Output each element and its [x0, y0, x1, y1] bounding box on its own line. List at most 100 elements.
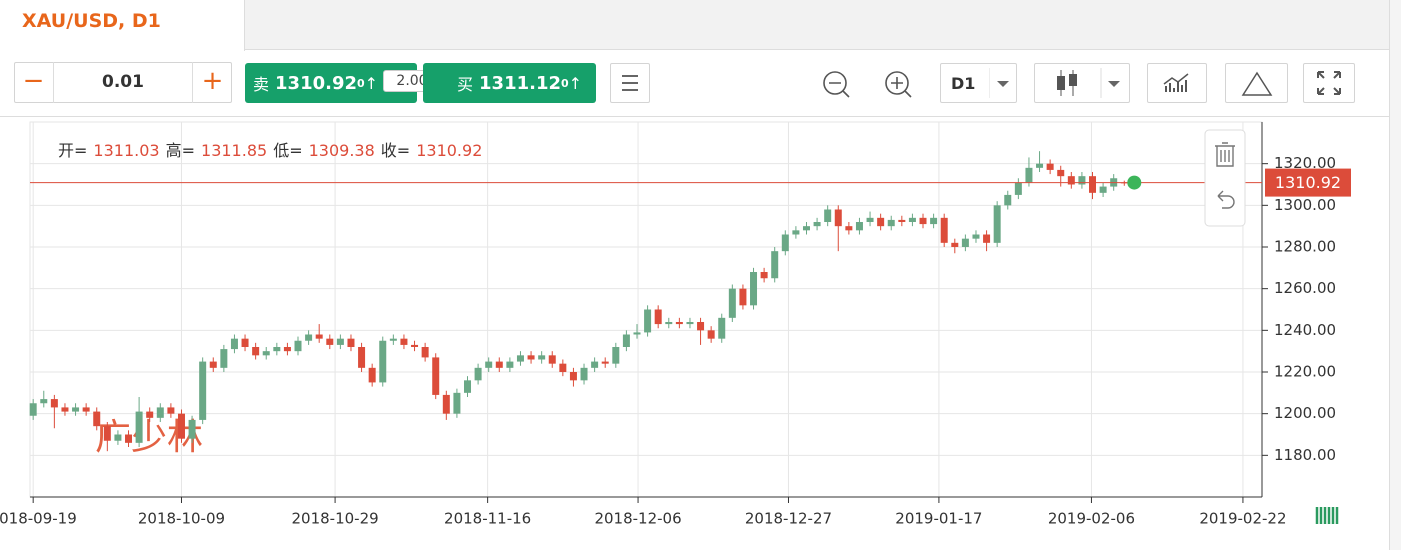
menu-button[interactable] [610, 63, 650, 103]
x-tick-label: 2019-01-17 [895, 510, 982, 528]
x-tick-label: 2018-12-27 [745, 510, 832, 528]
candle-body [834, 209, 842, 227]
candle-body [336, 338, 344, 345]
candle-body [50, 399, 58, 408]
x-tick-label: 2019-02-22 [1199, 510, 1286, 528]
candle-body [686, 322, 694, 325]
candle-body [813, 222, 821, 227]
candle-body [919, 217, 927, 225]
zoom-out[interactable] [818, 64, 858, 104]
menu-icon [622, 75, 638, 91]
sell-button[interactable]: 卖 1310.92 0 ↑ [245, 63, 417, 103]
candle-body [792, 230, 800, 235]
candle-body [644, 309, 652, 333]
candle-body [411, 344, 419, 347]
candle-body [188, 419, 196, 439]
ohlc-label: 开= [58, 141, 88, 160]
candle-body [114, 434, 122, 441]
candle-body [591, 361, 599, 368]
candle-body [961, 238, 969, 247]
candle-body [305, 334, 313, 341]
candle-body [707, 330, 715, 339]
candle-body [527, 355, 535, 360]
ohlc-label: 高= [165, 141, 196, 160]
candle-body [230, 338, 238, 350]
candle-body [358, 347, 366, 368]
divider [0, 116, 1389, 117]
fullscreen-button[interactable] [1303, 63, 1355, 103]
candle-body [972, 234, 980, 239]
minus-button[interactable]: − [14, 62, 54, 103]
candle-body [273, 347, 281, 352]
candle-body [379, 340, 387, 383]
scrollbar[interactable] [1389, 0, 1401, 550]
candle-body [940, 217, 948, 243]
y-tick-label: 1320.00 [1274, 154, 1336, 172]
chart-type-select[interactable] [1034, 63, 1130, 103]
indicator-icon [1163, 73, 1189, 92]
candle-body [400, 338, 408, 345]
candle-body [845, 226, 853, 231]
candle-body [675, 322, 683, 325]
tab[interactable]: XAU/USD, D1 [0, 0, 245, 51]
candle-body [548, 355, 556, 364]
candle-body [750, 272, 758, 306]
candle-body [898, 219, 906, 222]
y-tick-label: 1220.00 [1274, 363, 1336, 381]
candle-body [654, 309, 662, 325]
y-tick-label: 1260.00 [1274, 279, 1336, 297]
volume-icon[interactable] [1315, 507, 1339, 524]
candle-body [718, 317, 726, 339]
y-tick-label: 1300.00 [1274, 196, 1336, 214]
timeframe-select[interactable]: D1 [940, 63, 1017, 103]
candle-body [93, 411, 101, 427]
trash-icon[interactable] [1215, 142, 1235, 167]
candle-body [1014, 182, 1022, 195]
candle-body [177, 413, 185, 439]
drawing-button[interactable] [1225, 63, 1288, 103]
candle-body [167, 407, 175, 414]
candle-body [453, 392, 461, 414]
candle-body [442, 394, 450, 414]
indicator-button[interactable] [1147, 63, 1207, 103]
candle-body [760, 272, 768, 279]
candle-body [368, 367, 376, 383]
candle-body [601, 361, 609, 364]
candle-body [326, 338, 334, 345]
last-price-label: 1310.92 [1275, 173, 1341, 192]
candle-body [199, 361, 207, 420]
ohlc-value: 1310.92 [416, 141, 483, 160]
candle-body [1057, 169, 1065, 177]
candle-body [495, 361, 503, 368]
candle-body [781, 234, 789, 252]
x-tick-label: 2018-11-16 [444, 510, 531, 528]
candle-body [464, 380, 472, 393]
y-tick-label: 1180.00 [1274, 446, 1336, 464]
candle-body [877, 217, 885, 227]
candle-body [156, 407, 164, 418]
candle-body [665, 322, 673, 325]
plus-button[interactable]: + [192, 62, 232, 103]
candle-body [771, 251, 779, 279]
y-tick-label: 1200.00 [1274, 404, 1336, 422]
watermark: 广少林 [95, 417, 203, 458]
buy-button[interactable]: 买 1311.12 0 ↑ [423, 63, 596, 103]
candle-body [622, 334, 630, 347]
candle-body [908, 217, 916, 222]
undo-icon[interactable] [1217, 190, 1235, 209]
ohlc-value: 1311.03 [93, 141, 160, 160]
candle-body [739, 288, 747, 306]
ohlc-value: 1311.85 [201, 141, 268, 160]
candle-body [633, 332, 641, 335]
candle-body [983, 234, 991, 243]
ohlc-label: 低= [273, 141, 303, 160]
ohlc-info: 开= 1311.03 高= 1311.85 低= 1309.38 收= 1310.92 [58, 137, 488, 161]
candle-body [506, 361, 514, 368]
candle-body [1067, 176, 1075, 185]
candle-body [315, 334, 323, 339]
candle-body [347, 338, 355, 347]
lot-input[interactable]: 0.01 [102, 72, 144, 92]
zoom-in[interactable] [880, 64, 920, 104]
